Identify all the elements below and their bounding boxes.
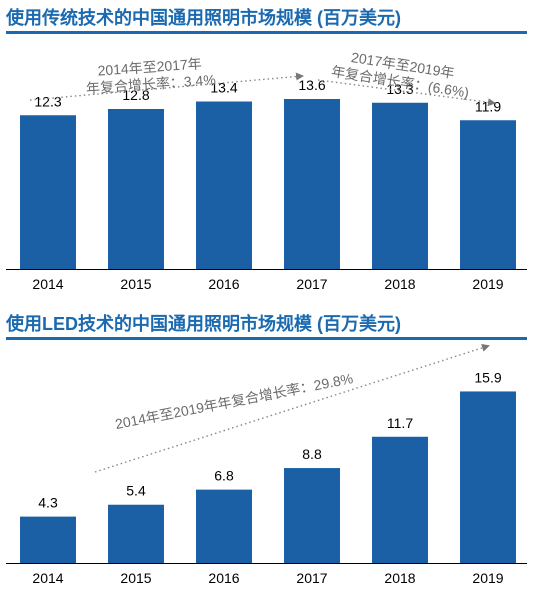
data-label-2017: 8.8 — [302, 446, 322, 462]
bar-2014 — [20, 516, 76, 563]
chart-plot: 12.3201412.8201513.4201613.6201713.32018… — [6, 49, 527, 292]
bar-2019 — [460, 391, 516, 563]
bar-2018 — [372, 102, 428, 269]
chart-plot: 4.3 2014 5.4 2015 6.8 2016 8.8 2017 11.7 2018 15.9… — [6, 344, 527, 586]
bar-2018 — [372, 436, 428, 563]
data-label-2018: 13.3 — [386, 81, 413, 97]
data-label-2017: 13.6 — [298, 77, 325, 93]
x-tick-label-2014: 2014 — [32, 276, 63, 292]
cagr-arrow — [29, 72, 304, 101]
x-tick-label-2014: 2014 — [32, 570, 63, 586]
x-tick-label-2016: 2016 — [208, 276, 239, 292]
data-label-2016: 6.8 — [214, 468, 234, 484]
led-lighting-chart: 使用LED技术的中国通用照明市场规模 (百万美元) 4.3 2014 5.4 2015… — [0, 306, 533, 597]
x-tick-label-2018: 2018 — [384, 276, 415, 292]
data-label-2016: 13.4 — [210, 80, 237, 96]
x-tick-label-2015: 2015 — [120, 276, 151, 292]
chart-title: 使用LED技术的中国通用照明市场规模 (百万美元) — [6, 314, 401, 334]
x-tick-label-2016: 2016 — [208, 570, 239, 586]
bar-2016 — [196, 489, 252, 563]
bar-2017 — [284, 99, 340, 269]
bar-2017 — [284, 468, 340, 563]
bar-2014 — [20, 115, 76, 269]
x-tick-label-2018: 2018 — [384, 570, 415, 586]
x-tick-label-2019: 2019 — [472, 276, 503, 292]
bar-2019 — [460, 120, 516, 269]
data-label-2015: 5.4 — [126, 483, 146, 499]
data-label-2014: 4.3 — [38, 495, 58, 511]
bar-2015 — [108, 109, 164, 269]
x-tick-label-2017: 2017 — [296, 570, 327, 586]
x-tick-label-2019: 2019 — [472, 570, 503, 586]
bar-2016 — [196, 101, 252, 269]
traditional-lighting-chart: 使用传统技术的中国通用照明市场规模 (百万美元) 12.3 2014 12.8 201… — [6, 8, 527, 292]
x-tick-label-2015: 2015 — [120, 570, 151, 586]
title-rule — [6, 337, 527, 340]
data-label-2019: 15.9 — [474, 369, 501, 385]
x-tick-label-2017: 2017 — [296, 276, 327, 292]
data-label-2018: 11.7 — [387, 415, 413, 431]
cagr-arrow — [94, 344, 490, 473]
cagr-annotation: 2014年至2017年年复合增长率：3.4% — [84, 55, 216, 97]
title-rule — [6, 31, 527, 34]
bar-2015 — [108, 504, 164, 563]
chart-title: 使用传统技术的中国通用照明市场规模 (百万美元) — [6, 8, 401, 28]
data-label-2014: 12.3 — [34, 93, 61, 109]
